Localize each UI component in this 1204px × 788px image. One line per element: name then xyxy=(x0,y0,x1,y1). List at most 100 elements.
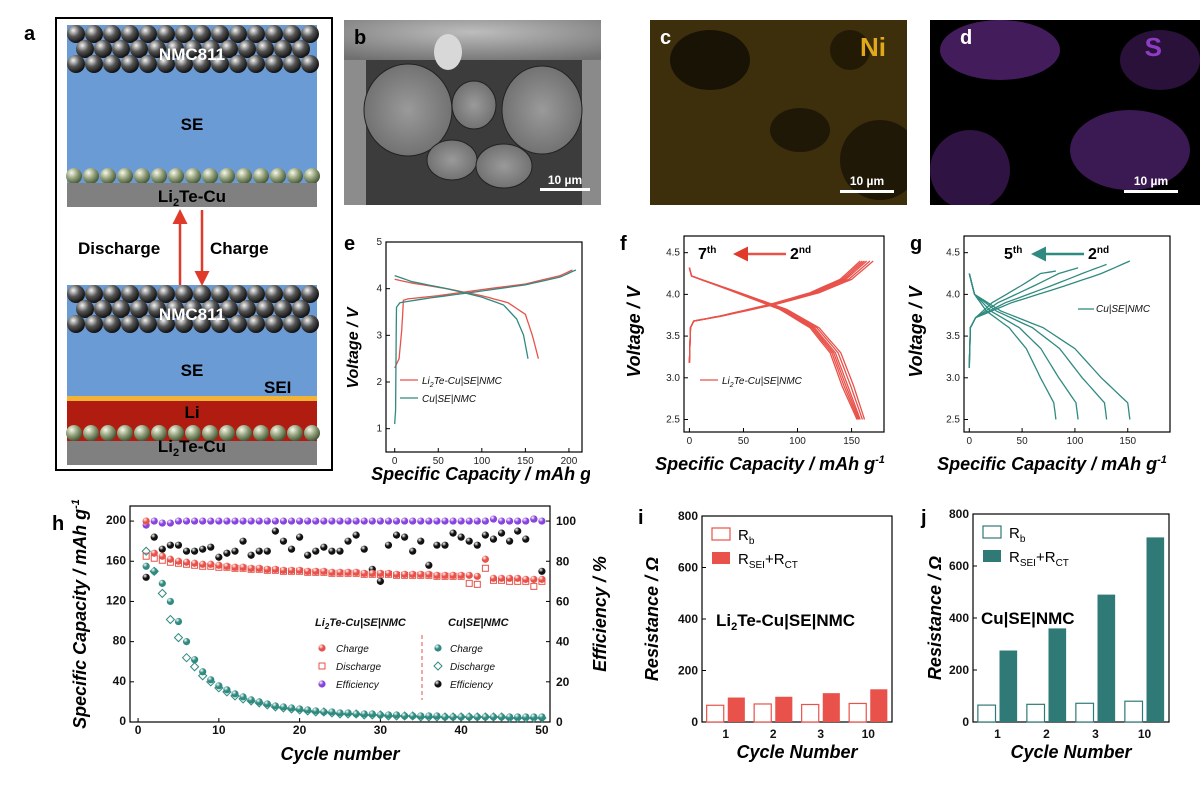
interface-particle xyxy=(287,168,303,184)
cathode-particle xyxy=(175,25,193,43)
lite-efficiency-point xyxy=(449,517,457,525)
cathode-particle xyxy=(157,285,175,303)
lite-efficiency-point xyxy=(215,517,223,525)
discharge-curve xyxy=(688,267,858,420)
panel-b-label: b xyxy=(354,27,366,49)
cathode-particle xyxy=(67,25,85,43)
rb-bar xyxy=(706,704,725,723)
cathode-particle xyxy=(184,300,202,318)
y-axis-title: Resistance / Ω xyxy=(642,557,662,681)
panel-a-label: a xyxy=(24,23,36,45)
y-axis-title: Voltage / V xyxy=(906,284,926,377)
cu-charge-point xyxy=(360,710,368,718)
charge-curve xyxy=(688,260,868,363)
lite-charge-point xyxy=(376,569,384,577)
rsei-rct-bar xyxy=(1048,628,1067,722)
cathode-particle xyxy=(76,300,94,318)
interface-particle xyxy=(151,425,167,441)
y2-tick-label: 40 xyxy=(556,635,570,649)
cathode-particle xyxy=(103,285,121,303)
lite-charge-point xyxy=(279,566,288,574)
panel-b-sem-image: b 10 µm xyxy=(344,20,601,205)
cathode-particle xyxy=(301,25,319,43)
charge-curve xyxy=(968,263,1107,368)
panel-c-scalebar: 10 µm xyxy=(850,174,884,188)
interface-particle xyxy=(202,168,218,184)
legend-marker xyxy=(434,644,442,652)
discharge-curve xyxy=(394,278,540,359)
legend-swatch xyxy=(983,550,1001,562)
lite-efficiency-point xyxy=(199,517,207,525)
rb-bar xyxy=(848,702,867,723)
discharge-label: Discharge xyxy=(78,239,160,258)
legend-entry: Charge xyxy=(450,644,483,655)
cu-discharge-point xyxy=(141,546,151,556)
lite-charge-point xyxy=(457,571,465,579)
sei-layer xyxy=(67,396,317,401)
cu-charge-point xyxy=(304,706,312,714)
cu-efficiency-point xyxy=(465,537,473,545)
cycle-end-label: 7th xyxy=(698,245,716,263)
lite-charge-point xyxy=(368,569,376,577)
legend-marker xyxy=(318,680,326,688)
cu-efficiency-point xyxy=(191,547,199,555)
cu-discharge-point xyxy=(165,614,176,625)
cu-charge-point xyxy=(166,597,174,606)
cathode-particle xyxy=(130,40,148,58)
lite-efficiency-point xyxy=(174,517,183,525)
cathode-particle xyxy=(175,55,193,73)
panel-h-label: h xyxy=(52,513,64,535)
cu-charge-point xyxy=(142,562,150,570)
y-tick-label: 0 xyxy=(119,714,126,728)
bottom-cathode-label: NMC811 xyxy=(159,305,225,324)
legend-group-title: Li2Te-Cu|SE|NMC xyxy=(315,617,407,631)
cathode-particle xyxy=(229,315,247,333)
cu-efficiency-point xyxy=(279,537,288,545)
cathode-particle xyxy=(112,300,130,318)
panel-j-label: j xyxy=(920,507,927,529)
interface-particle xyxy=(304,168,320,184)
cu-charge-point xyxy=(376,711,384,719)
y-tick-label: 2.5 xyxy=(666,414,680,425)
cathode-particle xyxy=(139,25,157,43)
cu-charge-point xyxy=(344,709,352,717)
interface-particle xyxy=(202,425,218,441)
cycle-start-label: 2nd xyxy=(790,245,811,263)
y-tick-label: 4 xyxy=(376,284,382,295)
y-tick-label: 3.0 xyxy=(666,373,680,384)
lite-efficiency-point xyxy=(247,517,255,525)
y-tick-label: 4.0 xyxy=(946,289,960,300)
charge-curve xyxy=(688,260,865,363)
interface-particle xyxy=(151,168,167,184)
cathode-particle xyxy=(292,300,310,318)
cu-efficiency-point xyxy=(384,541,393,549)
cu-efficiency-point xyxy=(433,541,441,549)
lite-charge-point xyxy=(207,560,215,568)
cu-efficiency-point xyxy=(296,533,304,541)
charge-label: Charge xyxy=(210,239,269,258)
cu-charge-point xyxy=(336,709,344,717)
y-tick-label: 3.5 xyxy=(946,331,960,342)
lite-discharge-point xyxy=(530,582,538,590)
category-label: 1 xyxy=(994,727,1001,741)
x-tick-label: 50 xyxy=(433,456,445,467)
cu-charge-point xyxy=(191,656,199,664)
sei-label: SEI xyxy=(264,378,291,397)
legend-marker xyxy=(318,662,326,670)
cu-discharge-point xyxy=(157,588,168,599)
y-tick-label: 80 xyxy=(113,634,127,648)
category-label: 2 xyxy=(1043,727,1050,741)
y-tick-label: 5 xyxy=(376,237,382,248)
cu-efficiency-point xyxy=(320,543,328,551)
y-tick-label: 200 xyxy=(949,663,969,677)
cu-charge-point xyxy=(207,676,215,684)
cu-charge-point xyxy=(522,713,530,721)
cu-efficiency-point xyxy=(344,537,352,545)
cathode-particle xyxy=(220,40,238,58)
cathode-particle xyxy=(274,40,292,58)
panel-i-label: i xyxy=(638,507,644,529)
cu-charge-point xyxy=(417,712,425,720)
cathode-particle xyxy=(283,315,301,333)
lite-charge-point xyxy=(449,571,457,579)
rb-bar xyxy=(1026,703,1046,723)
